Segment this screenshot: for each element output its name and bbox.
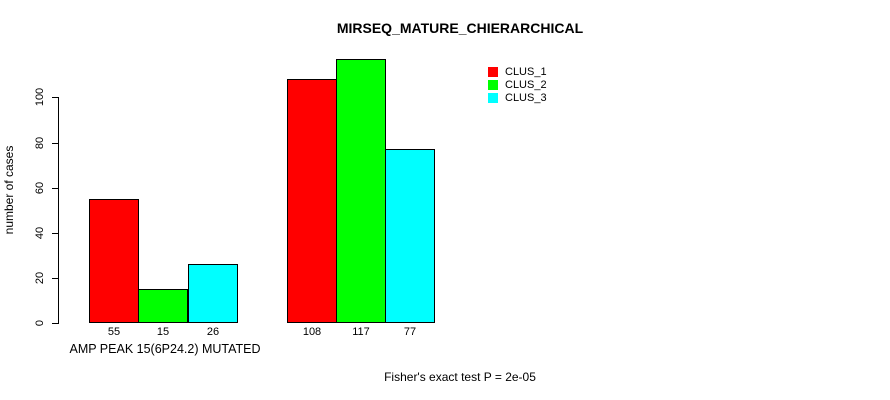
- legend-label: CLUS_1: [505, 65, 547, 78]
- bar-clus_1-group2: [287, 79, 337, 323]
- chart-title: MIRSEQ_MATURE_CHIERARCHICAL: [336, 20, 584, 36]
- y-axis-tick: [51, 323, 59, 324]
- bar-clus_2-group2: [336, 59, 386, 323]
- y-axis-tick-label: 20: [34, 271, 46, 285]
- legend-swatch-clus_3: [488, 92, 498, 103]
- x-axis-title: AMP PEAK 15(6P24.2) MUTATED: [69, 342, 261, 356]
- y-axis-line: [58, 97, 59, 324]
- legend-label: CLUS_3: [505, 91, 547, 104]
- bar-value-label: 108: [302, 326, 322, 338]
- legend-swatch-clus_2: [488, 79, 498, 90]
- bar-value-label: 77: [403, 326, 417, 338]
- legend-label: CLUS_2: [505, 78, 547, 91]
- bar-value-label: 26: [206, 326, 220, 338]
- y-axis-tick: [51, 143, 59, 144]
- bar-clus_1-group1: [89, 199, 139, 323]
- bar-clus_3-group2: [385, 149, 435, 323]
- bar-value-label: 55: [107, 326, 121, 338]
- y-axis-tick-label: 100: [34, 87, 46, 107]
- y-axis-tick: [51, 188, 59, 189]
- legend-swatch-clus_1: [488, 66, 498, 77]
- bar-value-label: 15: [156, 326, 170, 338]
- y-axis-tick: [51, 97, 59, 98]
- y-axis-tick: [51, 233, 59, 234]
- y-axis-tick: [51, 278, 59, 279]
- y-axis-tick-label: 0: [34, 319, 46, 327]
- bar-clus_3-group1: [188, 264, 238, 323]
- bar-clus_2-group1: [138, 289, 188, 323]
- y-axis-tick-label: 40: [34, 226, 46, 240]
- y-axis-title: number of cases: [2, 145, 16, 235]
- bar-value-label: 117: [352, 326, 370, 338]
- y-axis-tick-label: 60: [34, 181, 46, 195]
- fisher-test-annotation: Fisher's exact test P = 2e-05: [384, 370, 536, 384]
- y-axis-tick-label: 80: [34, 136, 46, 150]
